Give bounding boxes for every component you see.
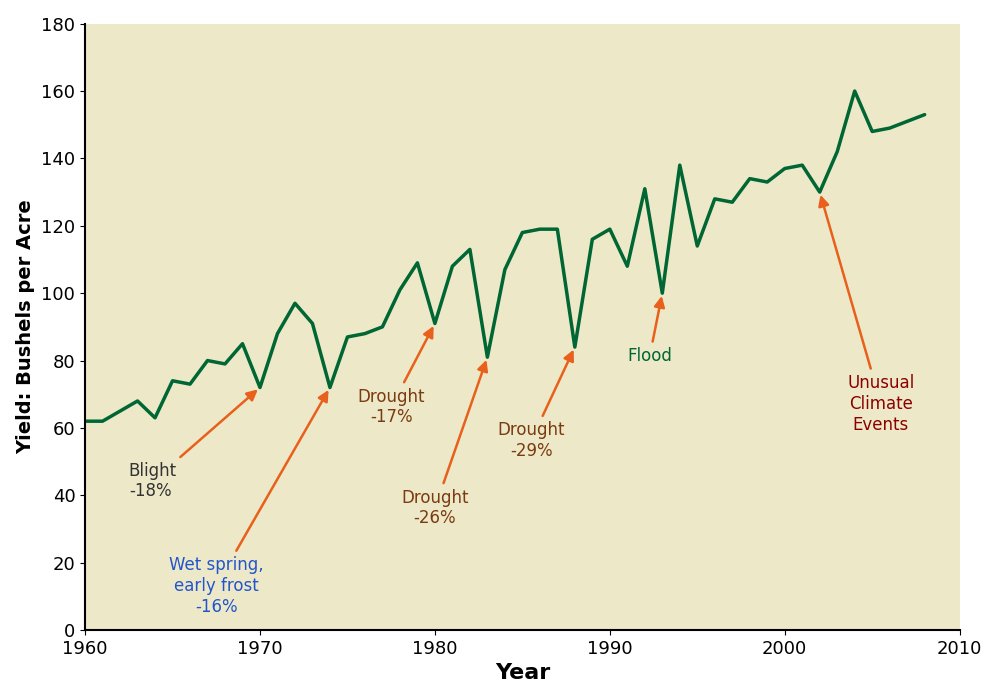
Text: Unusual
Climate
Events: Unusual Climate Events [819, 197, 914, 433]
Text: Flood: Flood [627, 299, 672, 365]
Text: Drought
-29%: Drought -29% [498, 352, 572, 460]
X-axis label: Year: Year [495, 664, 550, 683]
Text: Blight
-18%: Blight -18% [129, 391, 256, 500]
Text: Wet spring,
early frost
-16%: Wet spring, early frost -16% [169, 392, 328, 615]
Text: Drought
-26%: Drought -26% [402, 363, 487, 527]
Y-axis label: Yield: Bushels per Acre: Yield: Bushels per Acre [17, 199, 36, 454]
Text: Drought
-17%: Drought -17% [358, 328, 433, 426]
